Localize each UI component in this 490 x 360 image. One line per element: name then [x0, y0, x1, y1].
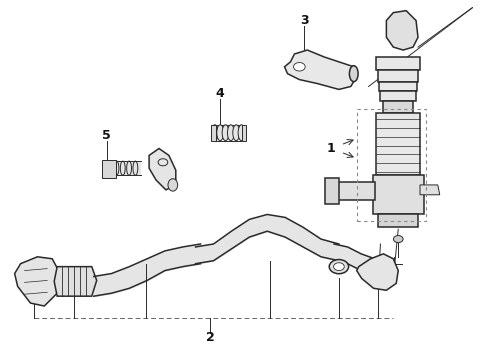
Circle shape: [334, 263, 344, 271]
Bar: [372, 175, 424, 215]
Ellipse shape: [227, 125, 234, 141]
Polygon shape: [149, 148, 176, 190]
Ellipse shape: [238, 125, 245, 141]
Circle shape: [294, 63, 305, 71]
Bar: [325, 178, 339, 204]
Bar: [378, 70, 418, 82]
Text: 4: 4: [216, 87, 224, 100]
Circle shape: [393, 235, 403, 243]
Polygon shape: [114, 161, 141, 175]
Bar: [376, 113, 420, 175]
Polygon shape: [357, 254, 398, 290]
Text: 2: 2: [206, 331, 215, 344]
Bar: [211, 125, 216, 141]
Polygon shape: [285, 50, 357, 89]
Polygon shape: [420, 185, 440, 195]
Bar: [335, 182, 374, 200]
Ellipse shape: [133, 161, 138, 175]
Ellipse shape: [121, 161, 125, 175]
Ellipse shape: [233, 125, 240, 141]
Text: 3: 3: [300, 14, 309, 27]
Ellipse shape: [168, 179, 178, 191]
Bar: [380, 91, 416, 101]
Bar: [378, 215, 418, 227]
Ellipse shape: [212, 125, 218, 141]
Bar: [379, 82, 417, 91]
Ellipse shape: [217, 125, 223, 141]
Circle shape: [329, 260, 348, 274]
Ellipse shape: [126, 161, 131, 175]
Ellipse shape: [114, 161, 119, 175]
Bar: [376, 57, 420, 70]
Bar: [383, 101, 413, 113]
Text: 5: 5: [102, 129, 111, 142]
Bar: [101, 160, 117, 178]
Ellipse shape: [349, 66, 358, 82]
Ellipse shape: [222, 125, 229, 141]
Polygon shape: [54, 267, 97, 296]
Text: 1: 1: [327, 142, 335, 155]
Circle shape: [289, 59, 310, 75]
Bar: [357, 109, 426, 221]
Polygon shape: [387, 11, 418, 50]
Bar: [242, 125, 246, 141]
Polygon shape: [15, 257, 60, 306]
